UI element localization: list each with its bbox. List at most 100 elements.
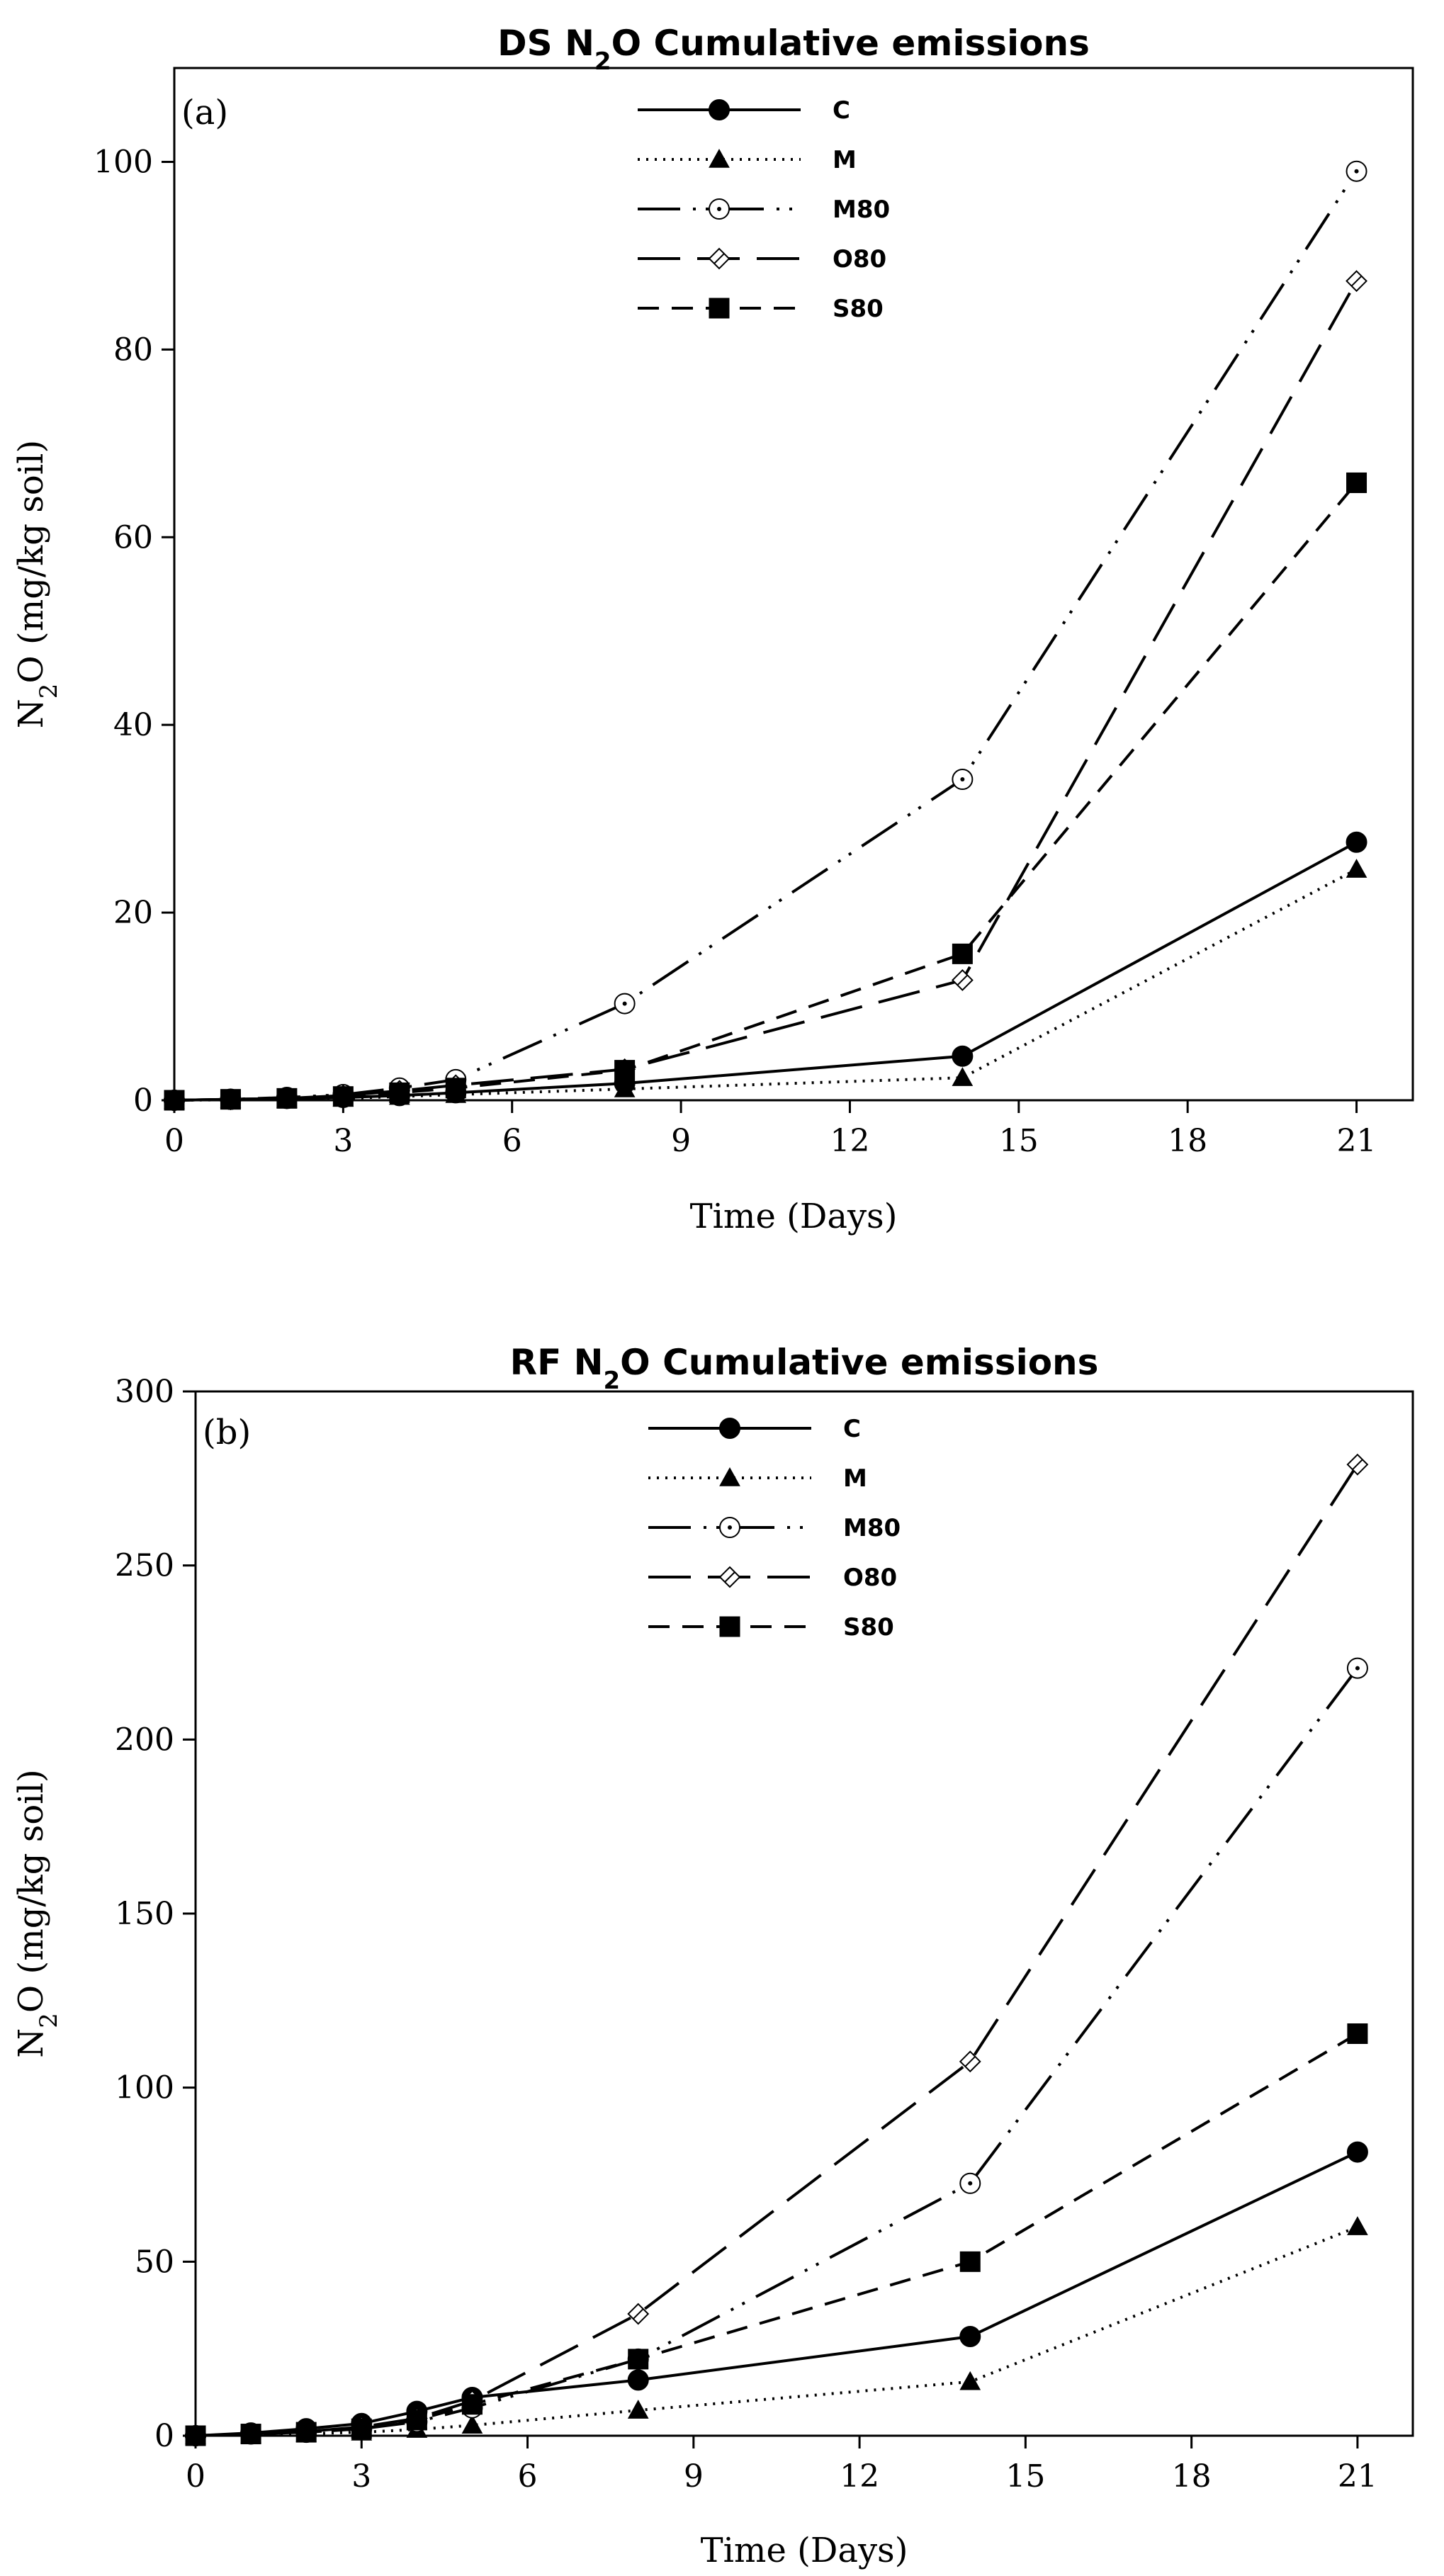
panel-a-series-m80-line — [174, 170, 1358, 1102]
panel-b-point-s80 — [351, 2418, 372, 2439]
panel-b-point-c — [1346, 2141, 1368, 2163]
panel-a-point-m80 — [1346, 160, 1367, 182]
panel-a-y-tick-label: 80 — [113, 332, 153, 368]
panel-b-y-tick-label: 0 — [154, 2418, 174, 2454]
legend-label-o80: O80 — [843, 1564, 897, 1592]
panel-b-point-s80 — [185, 2425, 206, 2446]
panel-a-point-o80-inner — [957, 974, 969, 986]
legend-marker-s80 — [719, 1616, 740, 1637]
panel-a-x-tick-label: 0 — [164, 1123, 184, 1159]
panel-b-point-o80 — [627, 2303, 650, 2325]
panel-a-point-m80 — [614, 993, 636, 1015]
panel-a-y-axis-label-sub: 2 — [35, 684, 63, 699]
panel-a-point-m — [952, 1067, 974, 1086]
legend-marker-m — [709, 148, 730, 168]
panel-b-point-s80 — [240, 2424, 261, 2445]
panel-b-y-axis-label-sub: 2 — [35, 2013, 63, 2028]
panel-b-series-s80 — [185, 2023, 1368, 2446]
panel-b-title-prefix: RF N — [510, 1342, 604, 1383]
panel-b-x-tick-label: 6 — [518, 2458, 538, 2495]
panel-b-point-s80 — [406, 2410, 427, 2431]
panel-a-series-m80 — [164, 160, 1367, 1111]
panel-a-x-tick-label: 15 — [999, 1123, 1039, 1159]
panel-b-series-c-line — [195, 2150, 1358, 2437]
panel-b-point-s80 — [959, 2251, 981, 2272]
panel-a-y-tick-label: 100 — [94, 144, 153, 180]
panel-a-y-axis-label-prefix: N — [11, 699, 51, 728]
panel-a-point-m80-dot — [960, 777, 965, 782]
panel-b-series-o80 — [184, 1453, 1369, 2447]
legend-marker-m80-dot — [728, 1525, 732, 1530]
legend-marker-o80-inner — [713, 253, 725, 264]
legend-item-o80: O80 — [638, 245, 886, 273]
legend-item-m: M — [648, 1464, 867, 1493]
panel-a-series-s80-line — [174, 482, 1358, 1102]
panel-a-y-axis-label: N2O (mg/kg soil) — [11, 440, 63, 728]
legend-label-c: C — [843, 1415, 861, 1443]
panel-a-x-tick-label: 6 — [502, 1123, 522, 1159]
panel-b-point-m80-dot — [1355, 1666, 1360, 1671]
panel-a-point-s80 — [1346, 472, 1367, 493]
panel-b-series-m80-line — [195, 1667, 1359, 2437]
panel-b-y-axis-label-suffix: O (mg/kg soil) — [11, 1769, 51, 2013]
panel-b-y-tick-label: 200 — [115, 1722, 174, 1758]
legend-item-s80: S80 — [648, 1613, 894, 1642]
legend-marker-m80-dot — [717, 207, 721, 211]
panel-a-y-tick-label: 40 — [113, 707, 153, 743]
panel-b-point-m — [627, 2400, 649, 2419]
legend-item-c: C — [648, 1415, 861, 1443]
panel-b-point-m80 — [959, 2172, 981, 2194]
panel-a-y-tick-label: 60 — [113, 519, 153, 555]
panel-b-series-o80-line — [195, 1464, 1359, 2437]
panel-b-title-suffix: O Cumulative emissions — [620, 1342, 1098, 1383]
legend-label-m80: M80 — [843, 1514, 901, 1542]
panel-a-title: DS N2O Cumulative emissions — [497, 23, 1090, 76]
panel-a-point-s80 — [164, 1090, 185, 1111]
panel-b-y-tick-label: 50 — [135, 2244, 174, 2280]
panel-b-point-o80-inner — [1352, 1459, 1363, 1470]
panel-a-point-s80 — [445, 1078, 466, 1099]
panel-a-plot-frame — [173, 67, 1414, 1102]
legend-item-o80: O80 — [648, 1564, 897, 1592]
panel-b-x-tick-label: 0 — [186, 2458, 205, 2495]
panel-b-point-s80 — [1347, 2023, 1368, 2045]
legend-marker-o80-inner — [724, 1571, 735, 1583]
panel-b-x-tick-label: 12 — [840, 2458, 879, 2495]
panel-b-y-axis-label-prefix: N — [11, 2028, 51, 2058]
panel-a-title-suffix: O Cumulative emissions — [611, 23, 1090, 64]
panel-a-point-m — [1346, 859, 1367, 878]
panel-a-point-o80 — [1346, 270, 1367, 293]
panel-a-point-s80 — [332, 1086, 354, 1107]
panel-b-y-tick-label: 150 — [115, 1896, 174, 1932]
legend-label-c: C — [833, 96, 850, 125]
legend-label-m: M — [833, 146, 857, 174]
legend-label-m80: M80 — [833, 196, 890, 224]
panel-b-y-axis-label: N2O (mg/kg soil) — [11, 1769, 63, 2057]
legend-marker-m80 — [719, 1517, 740, 1538]
panel-b-point-s80 — [461, 2394, 483, 2415]
panel-b-x-tick-label: 3 — [351, 2458, 371, 2495]
panel-b-title-sub: 2 — [604, 1367, 621, 1395]
panel-a-point-s80 — [614, 1060, 636, 1081]
panel-b-point-m80-dot — [968, 2181, 973, 2186]
panel-b-point-m80 — [1346, 1657, 1368, 1679]
panel-a-series-c-line — [174, 840, 1358, 1102]
legend-item-m80: M80 — [648, 1514, 901, 1542]
panel-b-y-tick-label: 100 — [115, 2070, 174, 2106]
panel-a-title-sub: 2 — [594, 47, 611, 76]
panel-b: RF N2O Cumulative emissions(b)0 3 6 9 12 15 18… — [11, 1342, 1414, 2570]
panel-a-point-c — [1346, 831, 1367, 853]
legend-label-m: M — [843, 1464, 867, 1493]
panel-b-point-s80 — [628, 2349, 649, 2370]
legend-item-s80: S80 — [638, 295, 884, 323]
panel-b-series-m80 — [185, 1657, 1368, 2446]
panel-b-point-o80 — [1346, 1453, 1369, 1476]
panel-a-x-tick-label: 3 — [333, 1123, 353, 1159]
panel-a-y-tick-label: 0 — [133, 1083, 153, 1119]
panel-b-y-tick-label: 300 — [115, 1374, 174, 1410]
panel-a-x-axis-label: Time (Days) — [690, 1197, 898, 1236]
panel-b-point-c — [959, 2325, 981, 2347]
panel-b-panel-label: (b) — [203, 1413, 251, 1452]
panel-b-title: RF N2O Cumulative emissions — [510, 1342, 1099, 1395]
